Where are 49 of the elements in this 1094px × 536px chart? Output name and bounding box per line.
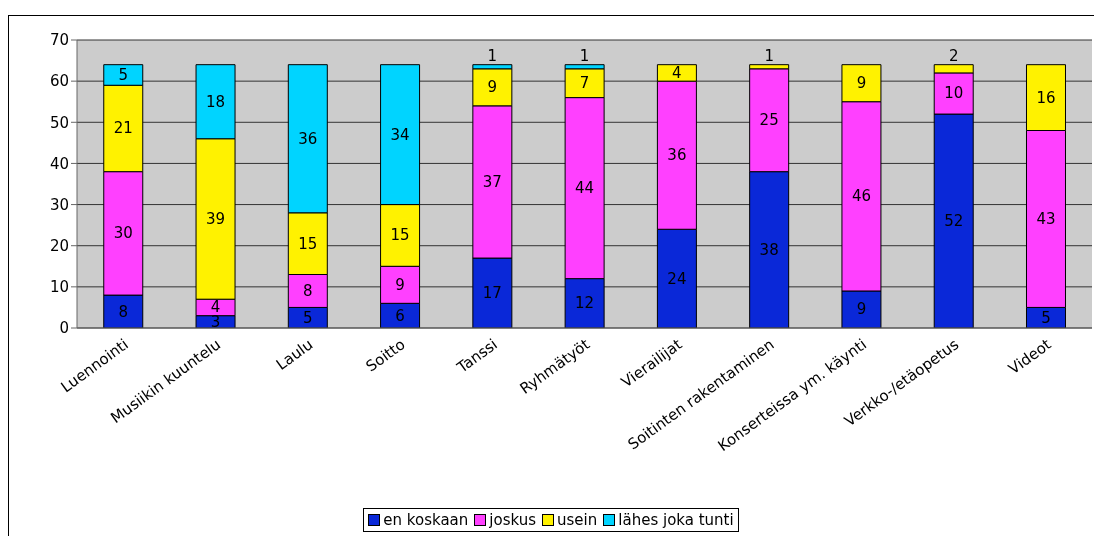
legend-label: lähes joka tunti [618,510,734,530]
y-tick-label: 0 [59,319,69,338]
data-label: 9 [395,275,405,294]
data-label: 24 [667,269,687,288]
data-label: 1 [764,46,774,65]
data-label: 9 [856,300,867,319]
data-label: 44 [575,179,595,198]
data-label: 1 [579,46,590,65]
data-label: 5 [118,65,129,84]
data-label: 4 [672,63,682,82]
y-tick-label: 60 [49,72,69,91]
legend-label: joskus [489,510,537,530]
data-label: 2 [948,46,959,65]
data-label: 46 [851,187,871,206]
data-label: 7 [579,74,590,93]
y-tick-label: 70 [49,31,69,50]
data-label: 8 [118,302,129,321]
data-label: 17 [482,284,502,303]
data-label: 15 [390,226,410,245]
data-label: 21 [113,119,133,138]
y-tick-label: 20 [49,237,69,256]
data-label: 12 [575,294,595,313]
y-tick-label: 30 [49,195,69,214]
data-label: 18 [205,92,226,111]
data-label: 43 [1036,209,1056,228]
data-label: 5 [1041,308,1051,327]
data-label: 9 [487,78,498,97]
data-label: 16 [1036,88,1056,107]
data-label: 34 [390,125,410,144]
data-label: 39 [205,209,226,228]
data-label: 52 [944,212,964,231]
legend-label: usein [557,510,598,530]
y-tick-label: 10 [49,278,69,297]
data-label: 5 [303,308,313,327]
data-label: 10 [944,84,964,103]
y-tick-label: 50 [49,113,69,132]
data-label: 6 [395,306,405,325]
data-label: 36 [298,129,318,148]
data-label: 38 [759,240,779,259]
data-label: 8 [303,281,313,300]
data-label: 37 [482,172,502,191]
data-label: 30 [113,224,133,243]
legend-label: en koskaan [383,510,469,530]
data-label: 15 [298,234,318,253]
data-label: 9 [856,74,867,93]
data-label: 1 [487,46,498,65]
y-tick-label: 40 [49,154,69,173]
data-label: 36 [667,146,687,165]
data-label: 25 [759,111,779,130]
